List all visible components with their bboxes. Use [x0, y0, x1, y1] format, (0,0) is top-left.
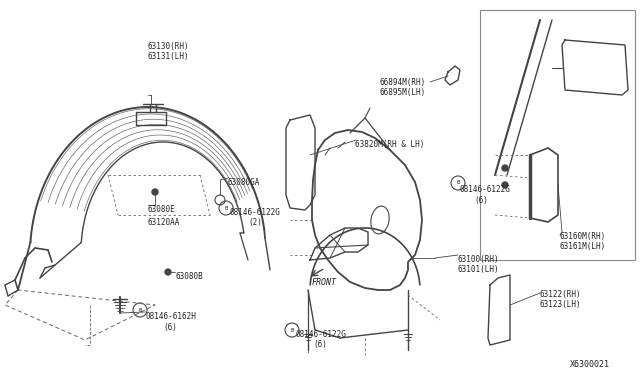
- Text: 08146-6122G: 08146-6122G: [460, 185, 511, 194]
- Text: (2): (2): [248, 218, 262, 227]
- Text: 63101(LH): 63101(LH): [458, 265, 500, 274]
- Text: 63130(RH): 63130(RH): [148, 42, 189, 51]
- Circle shape: [152, 189, 158, 195]
- Text: (6): (6): [313, 340, 327, 349]
- Text: 63100(RH): 63100(RH): [458, 255, 500, 264]
- Text: 08146-6162H: 08146-6162H: [145, 312, 196, 321]
- Text: B: B: [138, 308, 141, 312]
- Text: B: B: [225, 205, 228, 211]
- Text: (6): (6): [474, 196, 488, 205]
- Bar: [480, 10, 635, 260]
- Text: B: B: [291, 327, 294, 333]
- Text: 63080B: 63080B: [175, 272, 203, 281]
- Text: 66895M(LH): 66895M(LH): [380, 88, 426, 97]
- Text: 63131(LH): 63131(LH): [148, 52, 189, 61]
- Text: 63820M(RH & LH): 63820M(RH & LH): [355, 140, 424, 149]
- Text: 63161M(LH): 63161M(LH): [560, 242, 606, 251]
- Text: 08146-6122G: 08146-6122G: [295, 330, 346, 339]
- Text: 63122(RH): 63122(RH): [540, 290, 582, 299]
- Text: 63080GA: 63080GA: [228, 178, 260, 187]
- Text: 08146-6122G: 08146-6122G: [230, 208, 281, 217]
- Text: FRONT: FRONT: [312, 278, 337, 287]
- Text: 63123(LH): 63123(LH): [540, 300, 582, 309]
- Circle shape: [165, 269, 171, 275]
- Text: 63160M(RH): 63160M(RH): [560, 232, 606, 241]
- Circle shape: [502, 182, 508, 188]
- Text: B: B: [456, 180, 460, 186]
- Text: 63080E: 63080E: [148, 205, 176, 214]
- Text: 66894M(RH): 66894M(RH): [380, 78, 426, 87]
- Text: 63120AA: 63120AA: [148, 218, 180, 227]
- Circle shape: [502, 165, 508, 171]
- Text: (6): (6): [163, 323, 177, 332]
- Text: X6300021: X6300021: [570, 360, 610, 369]
